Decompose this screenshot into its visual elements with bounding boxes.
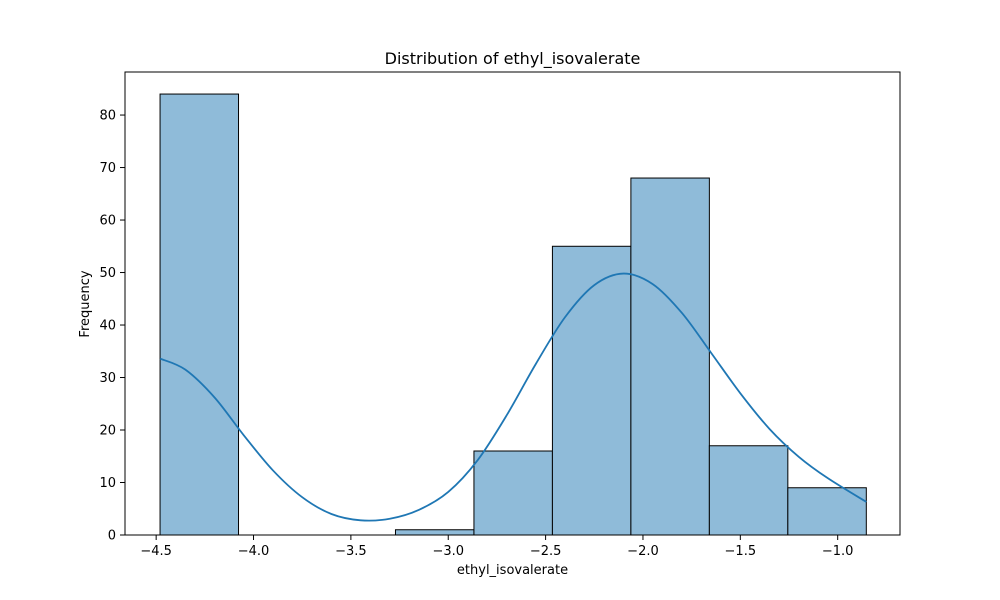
x-tick-label: −2.0 bbox=[627, 544, 659, 559]
y-tick-label: 40 bbox=[99, 319, 116, 334]
plot-frame bbox=[124, 71, 901, 536]
x-tick-label: −4.0 bbox=[238, 544, 270, 559]
histogram-bar bbox=[159, 93, 240, 536]
histogram-bar bbox=[708, 445, 789, 536]
y-tick-label: 10 bbox=[99, 476, 116, 491]
y-tick-label: 60 bbox=[99, 214, 116, 229]
axes-layer: −4.5 −4.0 −3.5 −3.0 −2.5 −2.0 −1.5 −1.0 0 10 20 30 4… bbox=[99, 71, 901, 559]
histogram-bar bbox=[473, 450, 553, 536]
histogram-bar bbox=[551, 245, 632, 536]
x-tick-label: −2.5 bbox=[530, 544, 562, 559]
y-tick-label: 20 bbox=[99, 424, 116, 439]
x-tick-label: −4.5 bbox=[140, 544, 172, 559]
y-tick-label: 80 bbox=[99, 109, 116, 124]
kde-layer bbox=[159, 272, 867, 522]
y-tick-label: 70 bbox=[99, 161, 116, 176]
x-axis-label: ethyl_isovalerate bbox=[457, 563, 568, 578]
x-tick-label: −1.5 bbox=[725, 544, 757, 559]
kde-curve bbox=[159, 272, 867, 522]
y-tick-label: 50 bbox=[99, 266, 116, 281]
chart-title: Distribution of ethyl_isovalerate bbox=[385, 49, 641, 69]
histogram-bar bbox=[394, 529, 475, 536]
histogram-bar bbox=[630, 177, 710, 536]
y-tick-label: 0 bbox=[108, 529, 116, 544]
x-tick-label: −3.5 bbox=[335, 544, 367, 559]
y-axis-label: Frequency bbox=[78, 270, 93, 337]
y-tick-label: 30 bbox=[99, 371, 116, 386]
bars-layer bbox=[159, 93, 867, 536]
x-tick-label: −1.0 bbox=[822, 544, 854, 559]
x-tick-label: −3.0 bbox=[432, 544, 464, 559]
histogram-bar bbox=[787, 487, 867, 536]
